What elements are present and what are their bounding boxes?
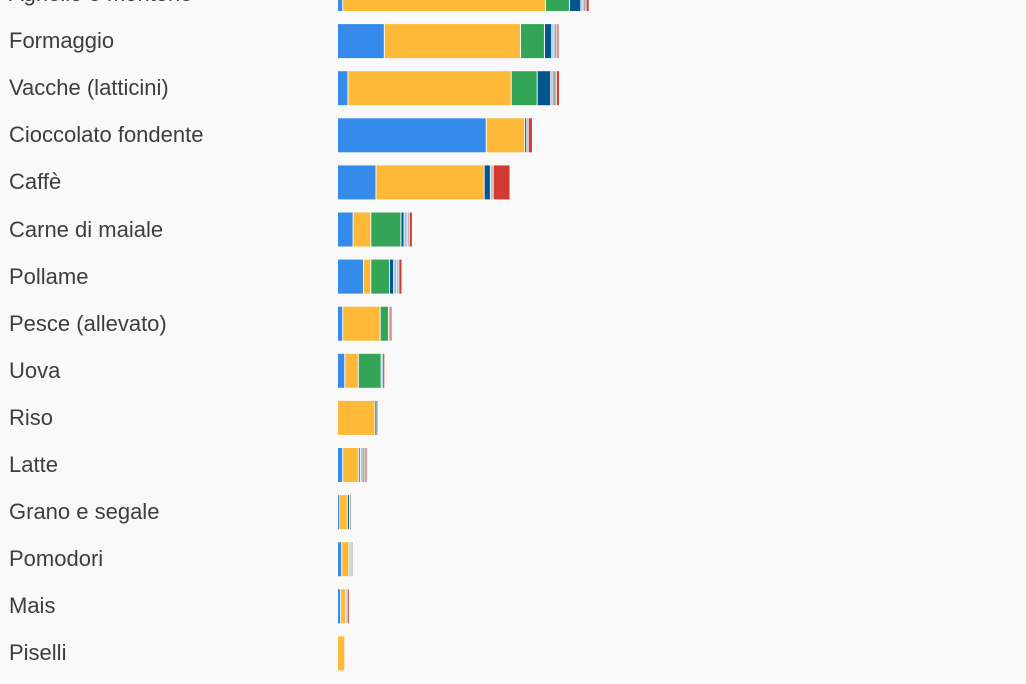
bar-segment[interactable]	[581, 0, 583, 11]
bar-segment[interactable]	[338, 259, 363, 294]
bar-segment[interactable]	[586, 0, 589, 11]
bar-segment[interactable]	[349, 542, 351, 577]
bar-segment[interactable]	[583, 0, 586, 11]
category-label: Uova	[9, 357, 61, 383]
bar-segment[interactable]	[365, 448, 367, 482]
bar-segment[interactable]	[338, 165, 376, 200]
bar-segment[interactable]	[397, 259, 399, 294]
bar-segment[interactable]	[569, 0, 581, 11]
category-label: Pomodori	[9, 546, 104, 572]
bar-segment[interactable]	[511, 71, 537, 106]
bar-segment[interactable]	[394, 259, 397, 294]
bar-segment[interactable]	[490, 165, 492, 200]
bar-segment[interactable]	[557, 24, 559, 59]
bar-segment[interactable]	[338, 353, 345, 388]
category-label: Grano e segale	[9, 499, 160, 525]
bar-segment[interactable]	[375, 400, 377, 435]
bar-segment[interactable]	[341, 589, 346, 624]
bar-segment[interactable]	[338, 71, 348, 106]
bar-segment[interactable]	[343, 448, 358, 482]
bar-segment[interactable]	[353, 212, 371, 247]
category-label: Vacche (latticini)	[9, 75, 169, 101]
bar-segment[interactable]	[552, 71, 556, 106]
bar-segment[interactable]	[493, 165, 510, 200]
bar-segment[interactable]	[348, 71, 511, 106]
bar-segment[interactable]	[338, 589, 341, 624]
bar-segment[interactable]	[544, 24, 552, 59]
bar-segment[interactable]	[521, 24, 544, 59]
bar-segment[interactable]	[390, 306, 392, 341]
bar-segment[interactable]	[338, 24, 384, 59]
bar-segment[interactable]	[401, 212, 404, 247]
bar-segment[interactable]	[404, 212, 407, 247]
bar-segment[interactable]	[347, 495, 349, 530]
bar-segment[interactable]	[376, 400, 378, 435]
bar-segment[interactable]	[338, 495, 339, 530]
bar-segment[interactable]	[390, 259, 394, 294]
category-label: Carne di maiale	[9, 216, 164, 242]
bar-segment[interactable]	[371, 259, 389, 294]
bar-segment[interactable]	[346, 589, 348, 624]
bar-segment[interactable]	[525, 118, 527, 153]
bar-segment[interactable]	[552, 24, 554, 59]
bar-segment[interactable]	[358, 448, 360, 482]
bar-segment[interactable]	[362, 448, 365, 482]
bar-segment[interactable]	[486, 118, 525, 153]
bar-segment[interactable]	[349, 495, 351, 530]
bar-segment[interactable]	[407, 212, 409, 247]
bar-segment[interactable]	[338, 118, 486, 153]
category-label: Riso	[9, 404, 54, 430]
bar-segment[interactable]	[338, 400, 375, 435]
bar-segment[interactable]	[409, 212, 412, 247]
bar-segment[interactable]	[551, 71, 553, 106]
bar-segment[interactable]	[388, 306, 390, 341]
bar-segment[interactable]	[345, 353, 358, 388]
category-label: Agnello e montone	[9, 0, 192, 7]
bar-segment[interactable]	[484, 165, 490, 200]
bar-segment[interactable]	[343, 306, 380, 341]
category-label: Latte	[9, 452, 58, 477]
bar-segment[interactable]	[399, 259, 402, 294]
bar-segment[interactable]	[492, 165, 494, 200]
bar-segment[interactable]	[338, 636, 345, 671]
bar-segment[interactable]	[342, 542, 349, 577]
bar-segment[interactable]	[338, 448, 343, 482]
bar-segment[interactable]	[537, 71, 551, 106]
bar-segment[interactable]	[380, 306, 388, 341]
bar-segment[interactable]	[338, 212, 353, 247]
bar-segment[interactable]	[364, 259, 371, 294]
bar-segment[interactable]	[383, 353, 385, 388]
bar-segment[interactable]	[351, 542, 353, 577]
category-label: Caffè	[9, 169, 62, 195]
bar-segment[interactable]	[358, 353, 381, 388]
bar-segment[interactable]	[371, 212, 401, 247]
bar-segment[interactable]	[381, 353, 383, 388]
bar-segment[interactable]	[343, 0, 545, 11]
category-label: Formaggio	[9, 28, 115, 54]
bar-segment[interactable]	[339, 495, 347, 530]
bar-segment[interactable]	[556, 71, 559, 106]
bar-segment[interactable]	[384, 24, 521, 59]
bar-segment[interactable]	[528, 118, 532, 153]
category-label: Cioccolato fondente	[9, 122, 204, 148]
category-label: Pesce (allevato)	[9, 310, 167, 336]
bar-segment[interactable]	[527, 118, 529, 153]
bar-segment[interactable]	[554, 24, 557, 59]
bar-segment[interactable]	[546, 0, 569, 11]
bar-segment[interactable]	[338, 542, 342, 577]
category-label: Mais	[9, 593, 56, 619]
bar-segment[interactable]	[360, 448, 362, 482]
bar-segment[interactable]	[347, 589, 349, 624]
bar-segment[interactable]	[376, 165, 484, 200]
bar-segment[interactable]	[338, 0, 343, 11]
bar-segment[interactable]	[338, 306, 343, 341]
category-label: Pollame	[9, 263, 89, 289]
category-label: Piselli	[9, 640, 67, 666]
